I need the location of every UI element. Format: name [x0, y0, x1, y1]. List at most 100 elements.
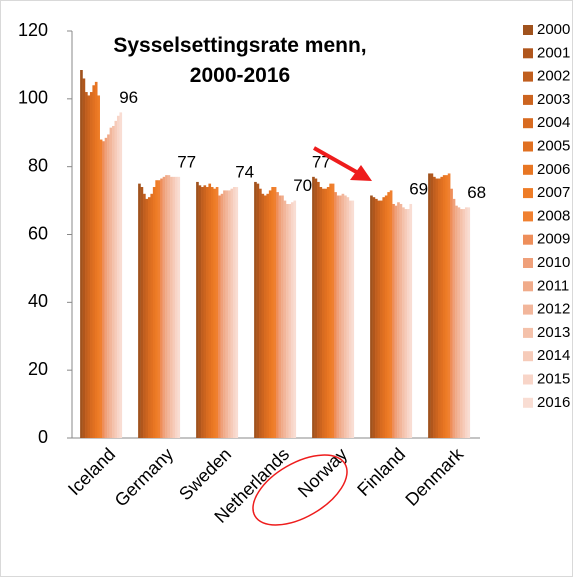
y-tick-label: 100 — [18, 88, 48, 108]
bar — [268, 190, 272, 438]
bar — [389, 190, 393, 438]
legend-label: 2002 — [537, 68, 570, 85]
bar — [435, 178, 439, 438]
bar — [109, 127, 113, 438]
bar — [409, 203, 413, 438]
bar — [447, 173, 451, 438]
bar — [271, 187, 274, 438]
bar — [375, 198, 378, 438]
bar — [256, 183, 260, 438]
legend-label: 2004 — [537, 114, 570, 131]
bar — [384, 195, 388, 438]
bar — [288, 203, 292, 438]
bar — [220, 193, 224, 438]
bar — [223, 190, 226, 438]
y-tick-label: 120 — [18, 20, 48, 40]
bar — [172, 176, 176, 438]
legend-label: 2012 — [537, 301, 570, 318]
bar — [225, 190, 229, 438]
bar — [278, 195, 282, 438]
bar — [162, 176, 166, 438]
bar — [170, 176, 173, 438]
bar — [314, 178, 318, 438]
bar — [336, 195, 340, 438]
bar — [213, 188, 216, 438]
bar — [348, 200, 352, 438]
bar — [455, 205, 458, 438]
bar — [259, 188, 262, 438]
legend-label: 2014 — [537, 347, 570, 364]
bar — [210, 187, 214, 438]
bar — [464, 207, 468, 438]
bar — [254, 181, 257, 438]
legend-swatch — [523, 374, 533, 385]
data-label: 68 — [467, 183, 486, 202]
bar — [387, 192, 390, 438]
legend-label: 2001 — [537, 44, 570, 61]
bar — [379, 200, 383, 438]
bar — [80, 70, 83, 439]
bar — [228, 190, 231, 438]
bar — [351, 200, 355, 438]
legend-swatch — [523, 188, 533, 199]
bar — [281, 195, 284, 438]
legend-label: 2007 — [537, 184, 570, 201]
legend-label: 2016 — [537, 394, 570, 411]
data-label: 96 — [119, 88, 138, 107]
bar — [167, 175, 171, 439]
legend-swatch — [523, 397, 533, 408]
legend-swatch — [523, 211, 533, 222]
bar — [324, 188, 328, 438]
annotations — [252, 146, 372, 526]
y-tick-label: 0 — [38, 427, 48, 447]
bar — [203, 185, 207, 438]
bar — [392, 203, 395, 438]
legend-label: 2008 — [537, 207, 570, 224]
bar — [232, 187, 236, 438]
legend-label: 2003 — [537, 91, 570, 108]
bar — [196, 181, 199, 438]
bar — [286, 203, 289, 438]
legend-swatch — [523, 327, 533, 338]
bar — [160, 178, 163, 438]
legend-swatch — [523, 94, 533, 105]
bar — [445, 175, 448, 439]
bar — [147, 197, 151, 438]
bar — [261, 193, 265, 438]
bar — [218, 195, 221, 438]
y-tick-label: 60 — [28, 223, 48, 243]
y-tick-label: 80 — [28, 155, 48, 175]
bar — [372, 197, 376, 438]
bar — [406, 209, 410, 438]
legend-label: 2011 — [537, 277, 569, 294]
bar — [104, 137, 108, 438]
bar — [138, 183, 141, 438]
y-tick-label: 40 — [28, 291, 48, 311]
bar — [85, 92, 88, 439]
legend-swatch — [523, 48, 533, 59]
bar — [165, 175, 168, 439]
bar — [230, 188, 234, 438]
bar — [290, 202, 294, 438]
bar — [467, 207, 471, 438]
legend-label: 2013 — [537, 324, 570, 341]
bar — [266, 193, 270, 438]
bar — [382, 197, 386, 438]
bar — [205, 187, 209, 438]
bar — [460, 209, 463, 438]
bar — [331, 183, 335, 438]
bar — [157, 180, 161, 438]
bar — [145, 198, 149, 438]
bar — [235, 187, 239, 438]
bar — [152, 187, 156, 438]
bar — [208, 183, 212, 438]
bar — [293, 200, 297, 438]
bar — [99, 139, 103, 439]
bar — [140, 187, 144, 438]
bar — [143, 193, 146, 438]
legend-label: 2000 — [537, 21, 570, 38]
bar — [462, 209, 466, 438]
legend-label: 2006 — [537, 161, 570, 178]
bar — [346, 197, 350, 438]
legend-swatch — [523, 71, 533, 82]
